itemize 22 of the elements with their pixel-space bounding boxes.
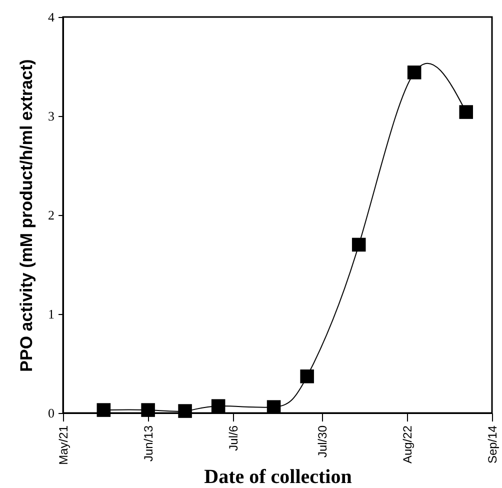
x-tick-label: Sep/14 [486, 425, 500, 464]
point [266, 400, 281, 414]
y-axis-title: PPO activity (mM product/h/ml extract) [17, 59, 36, 372]
y-tick-label: 3 [48, 108, 54, 124]
point [211, 399, 226, 413]
y-tick-label: 4 [48, 10, 55, 24]
y-tick-label: 1 [48, 306, 54, 322]
point [459, 105, 474, 119]
point [96, 403, 111, 417]
point [141, 403, 155, 417]
x-tick-label: Jul/6 [226, 425, 241, 451]
y-tick-label: 0 [48, 406, 54, 420]
point [352, 238, 366, 252]
point [178, 404, 192, 418]
y-tick-label: 2 [48, 208, 54, 222]
x-tick-label: Jun/13 [142, 425, 156, 462]
x-axis-title: Date of collection [204, 466, 352, 488]
x-tick-label: Aug/22 [400, 425, 414, 464]
point [407, 66, 422, 80]
x-tick-label: May/21 [56, 425, 70, 465]
x-tick-label: Jul/30 [315, 425, 330, 458]
point [300, 369, 314, 384]
